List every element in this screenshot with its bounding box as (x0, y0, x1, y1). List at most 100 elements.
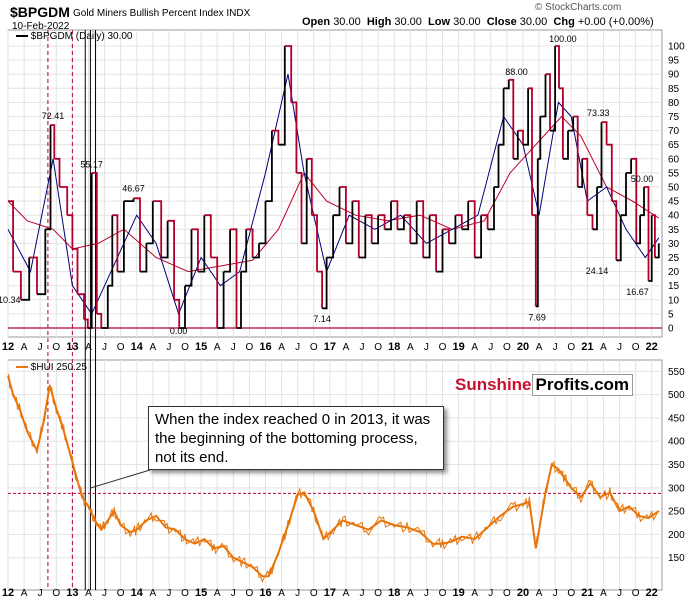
lower-x-tick-label: J (553, 588, 558, 599)
bpgdm-segment (448, 215, 457, 245)
bpgdm-segment (311, 214, 318, 272)
bpgdm-segment (532, 214, 537, 307)
bpgdm-segment (301, 158, 308, 245)
bpgdm-segment (498, 88, 505, 146)
copyright-label: © StockCharts.com (535, 2, 622, 13)
bpgdm-segment (271, 129, 280, 145)
upper-x-tick-label: A (600, 342, 607, 353)
bpgdm-segment (352, 200, 360, 258)
bpgdm-segment (651, 214, 656, 258)
bpgdm-segment (555, 45, 560, 89)
watermark-profits: Profits.com (531, 374, 634, 396)
upper-x-tick-label: 20 (517, 341, 529, 353)
upper-y-tick-label: 10 (668, 295, 680, 306)
upper-legend-swatch (16, 35, 28, 38)
bpgdm-segment (59, 186, 69, 216)
bpgdm-segment (391, 200, 399, 230)
lower-x-tick-label: O (632, 588, 640, 599)
bpgdm-segment (371, 215, 379, 245)
bpgdm-segment (117, 201, 125, 273)
lower-x-tick-label: 12 (2, 587, 14, 599)
bpgdm-segment (210, 256, 219, 328)
close-label: Close (486, 16, 517, 28)
lower-x-tick-label: O (374, 588, 382, 599)
bpgdm-segment (345, 201, 354, 245)
lower-legend-swatch (16, 366, 28, 369)
lower-y-tick-label: 450 (668, 413, 685, 424)
upper-y-tick-label: 25 (668, 253, 680, 264)
peak-trough-label: 7.14 (313, 314, 331, 324)
bpgdm-segment (517, 129, 524, 145)
lower-x-tick-label: O (181, 588, 189, 599)
bpgdm-segment (37, 229, 47, 296)
bpgdm-segment (101, 285, 109, 329)
upper-x-tick-label: J (360, 342, 365, 353)
bpgdm-segment (217, 271, 225, 329)
bpgdm-segment (481, 214, 489, 230)
bpgdm-segment (562, 130, 569, 160)
bpgdm-segment (616, 215, 622, 262)
upper-x-tick-label: J (617, 342, 622, 353)
lower-x-tick-label: 18 (388, 587, 400, 599)
bpgdm-segment (197, 215, 206, 273)
bpgdm-segment (246, 228, 254, 258)
callout-box: When the index reached 0 in 2013, it was… (148, 406, 444, 470)
lower-x-tick-label: 17 (324, 587, 336, 599)
bpgdm-segment (278, 46, 286, 146)
upper-y-tick-label: 80 (668, 98, 680, 109)
bpgdm-segment (550, 46, 556, 132)
lower-x-tick-label: J (488, 588, 493, 599)
lower-x-tick-label: O (310, 588, 318, 599)
upper-y-tick-label: 35 (668, 225, 680, 236)
upper-x-tick-label: J (166, 342, 171, 353)
lower-x-tick-label: 20 (517, 587, 529, 599)
lower-y-tick-label: 150 (668, 553, 685, 564)
bpgdm-segment (322, 257, 328, 310)
bpgdm-segment (265, 130, 273, 202)
bpgdm-segment (333, 187, 341, 217)
upper-y-tick-label: 20 (668, 267, 680, 278)
bpgdm-segment (442, 228, 450, 244)
lower-x-tick-label: A (21, 588, 28, 599)
lower-x-tick-label: A (149, 588, 156, 599)
lower-x-tick-label: A (343, 588, 350, 599)
close-value: 30.00 (519, 16, 548, 28)
upper-x-tick-label: 22 (646, 341, 658, 353)
peak-trough-label: 24.14 (586, 266, 609, 276)
lower-y-tick-label: 550 (668, 367, 685, 378)
upper-x-tick-label: J (488, 342, 493, 353)
chart-symbol: $BPGDM (10, 4, 70, 20)
upper-y-tick-label: 55 (668, 168, 680, 179)
bpgdm-segment (306, 157, 313, 216)
peak-trough-label: 0.00 (170, 326, 188, 336)
bpgdm-segment (20, 257, 31, 301)
bpgdm-segment (384, 201, 392, 231)
bpgdm-segment (291, 101, 298, 173)
index-name: Gold Miners Bullish Percent Index (73, 8, 224, 19)
bpgdm-segment (573, 115, 579, 187)
upper-y-tick-label: 40 (668, 211, 680, 222)
bpgdm-segment (468, 200, 476, 258)
lower-legend: $HUI 250.25 (16, 362, 87, 373)
bpgdm-segment (284, 45, 293, 103)
bpgdm-segment (403, 214, 412, 244)
bpgdm-segment (582, 157, 589, 216)
peak-trough-label: 10.34 (0, 295, 21, 305)
chart-date: 10-Feb-2022 (12, 21, 70, 32)
low-value: 30.00 (453, 16, 481, 28)
upper-y-tick-label: 95 (668, 56, 680, 67)
bpgdm-segment (423, 215, 431, 259)
index-name-line: Gold Miners Bullish Percent Index INDX (73, 8, 250, 19)
low-label: Low (428, 16, 451, 28)
bpgdm-segment (528, 87, 533, 216)
bpgdm-segment (455, 214, 463, 230)
sunshine-profits-watermark: Sunshine Profits.com (455, 373, 634, 397)
chg-label: Chg (553, 16, 575, 28)
bpgdm-segment (259, 201, 267, 245)
lower-x-tick-label: O (117, 588, 125, 599)
upper-x-tick-label: O (439, 342, 447, 353)
lower-x-tick-label: 22 (646, 587, 658, 599)
high-value: 30.00 (394, 16, 422, 28)
